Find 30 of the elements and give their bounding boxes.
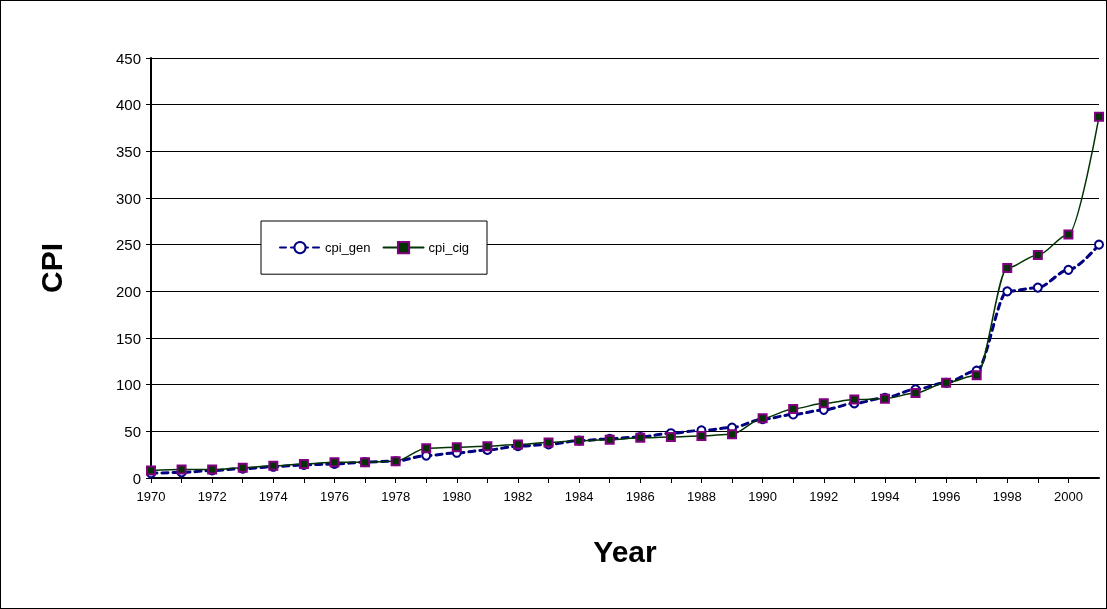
legend-label: cpi_cig	[428, 240, 470, 256]
x-tick-label: 1994	[870, 489, 900, 504]
x-tick-label: 1972	[197, 489, 227, 504]
y-tick-label: 200	[115, 282, 141, 300]
x-tick-label: 1986	[625, 489, 655, 504]
x-tick-label: 2000	[1053, 489, 1083, 504]
x-tick-label: 1980	[442, 489, 472, 504]
y-tick-label: 350	[115, 142, 141, 160]
x-tick-label: 1992	[809, 489, 839, 504]
x-tick-label: 1974	[258, 489, 288, 504]
x-tick-label: 1976	[320, 489, 349, 504]
x-tick-label: 1970	[136, 489, 166, 504]
x-tick-label: 1988	[686, 489, 716, 504]
x-tick-label: 1984	[564, 489, 594, 504]
x-tick-label: 1990	[748, 489, 778, 504]
y-tick-label: 400	[115, 96, 141, 114]
y-tick-label: 300	[115, 189, 141, 207]
x-axis-title: Year	[593, 534, 658, 568]
y-tick-label: 450	[115, 49, 141, 67]
y-tick-label: 150	[115, 329, 141, 347]
y-tick-label: 100	[115, 376, 141, 394]
y-tick-label: 0	[132, 469, 141, 487]
x-tick-label: 1982	[503, 489, 533, 504]
legend-label: cpi_gen	[325, 240, 371, 256]
x-tick-label: 1996	[931, 489, 961, 504]
x-tick-label: 1998	[992, 489, 1022, 504]
y-axis-title: CPI	[34, 242, 68, 294]
y-tick-label: 250	[115, 236, 141, 254]
y-tick-label: 50	[124, 422, 141, 440]
x-tick-label: 1978	[381, 489, 411, 504]
